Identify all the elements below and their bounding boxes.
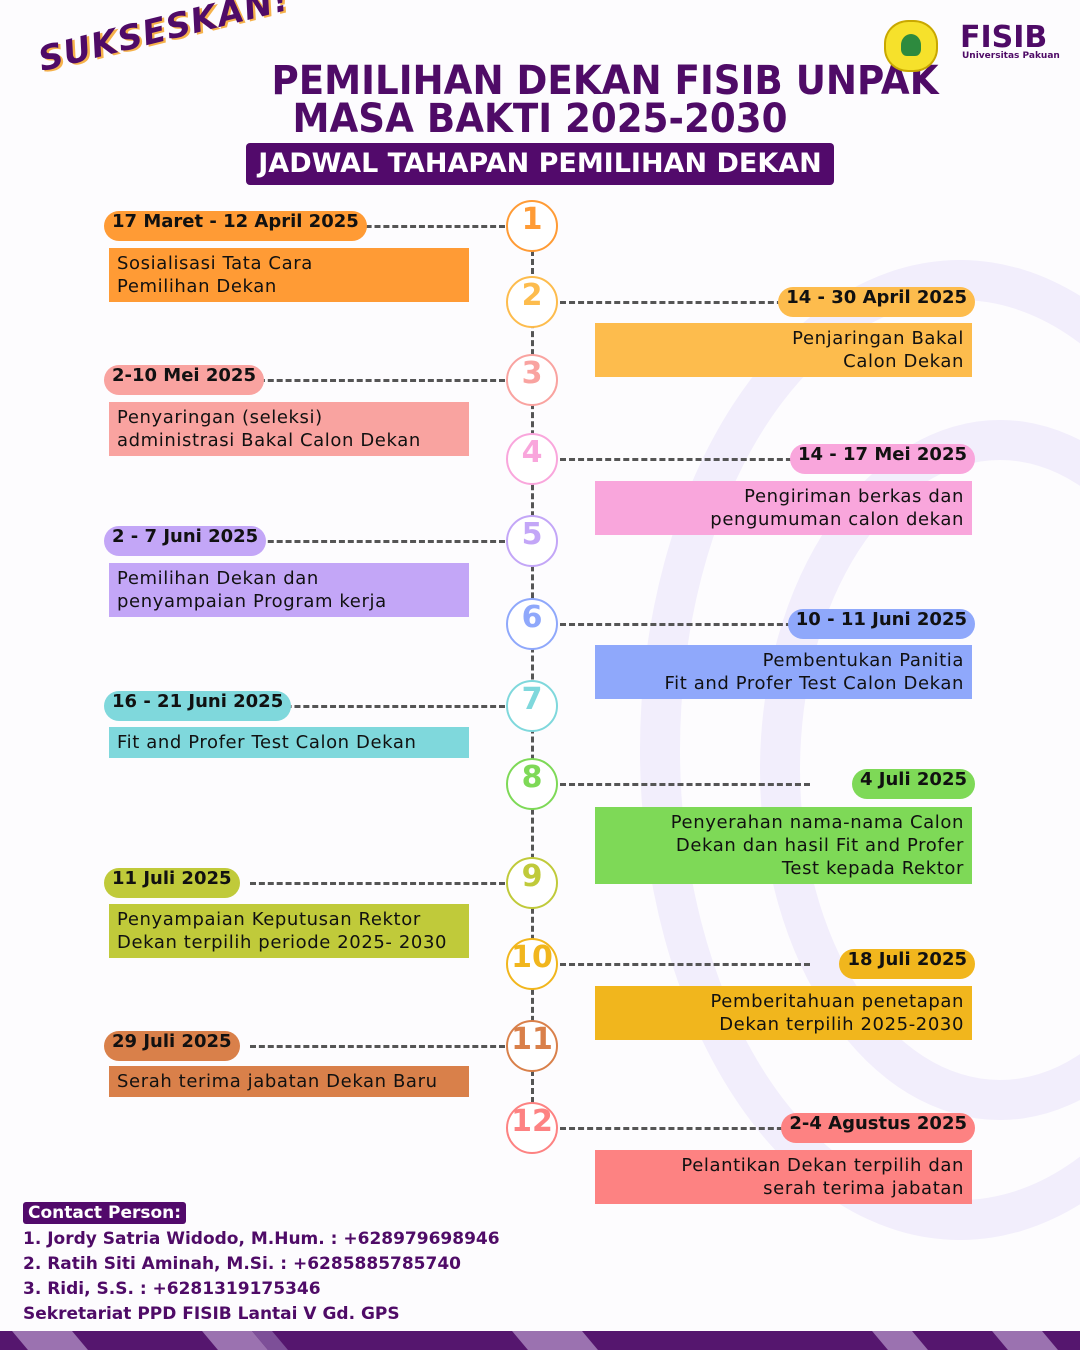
- step-number-circle: 3: [506, 354, 558, 406]
- step-number-circle: 2: [506, 276, 558, 328]
- date-pill: 10 - 11 Juni 2025: [787, 609, 975, 639]
- contact-label: Contact Person:: [23, 1202, 187, 1224]
- step-number-circle: 4: [506, 433, 558, 485]
- step-description: Penyaringan (seleksi) administrasi Bakal…: [109, 402, 469, 456]
- schedule-banner: JADWAL TAHAPAN PEMILIHAN DEKAN: [246, 143, 834, 185]
- connector-line: [250, 225, 505, 228]
- connector-line: [560, 458, 810, 461]
- step-description: Pengiriman berkas dan pengumuman calon d…: [595, 481, 972, 535]
- step-number-circle: 8: [506, 758, 558, 810]
- connector-line: [560, 1127, 810, 1130]
- step-number-circle: 7: [506, 680, 558, 732]
- date-pill: 16 - 21 Juni 2025: [104, 691, 292, 721]
- date-pill: 29 Juli 2025: [104, 1031, 240, 1061]
- step-description: Penyerahan nama-nama Calon Dekan dan has…: [595, 807, 972, 884]
- contact-line: 1. Jordy Satria Widodo, M.Hum. : +628979…: [23, 1229, 500, 1249]
- connector-line: [250, 379, 505, 382]
- step-description: Penjaringan Bakal Calon Dekan: [595, 323, 972, 377]
- step-number-circle: 11: [506, 1020, 558, 1072]
- step-description: Sosialisasi Tata Cara Pemilihan Dekan: [109, 248, 469, 302]
- date-pill: 11 Juli 2025: [104, 868, 240, 898]
- step-description: Pelantikan Dekan terpilih dan serah teri…: [595, 1150, 972, 1204]
- step-number-circle: 9: [506, 857, 558, 909]
- step-description: Fit and Profer Test Calon Dekan: [109, 727, 469, 758]
- step-number-circle: 10: [506, 938, 558, 990]
- connector-line: [250, 540, 505, 543]
- connector-line: [560, 963, 810, 966]
- connector-line: [250, 882, 505, 885]
- contact-line: 3. Ridi, S.S. : +6281319175346: [23, 1279, 321, 1299]
- contact-address: Sekretariat PPD FISIB Lantai V Gd. GPS: [23, 1304, 400, 1324]
- date-pill: 17 Maret - 12 April 2025: [104, 211, 367, 241]
- connector-line: [250, 705, 505, 708]
- step-number-circle: 1: [506, 200, 558, 252]
- date-pill: 2 - 7 Juni 2025: [104, 526, 267, 556]
- footer-stripe: [0, 1331, 1080, 1350]
- step-description: Pemilihan Dekan dan penyampaian Program …: [109, 563, 469, 617]
- step-number-circle: 5: [506, 515, 558, 567]
- step-number-circle: 12: [506, 1102, 558, 1154]
- step-description: Serah terima jabatan Dekan Baru: [109, 1066, 469, 1097]
- fisib-logo: FISIB: [960, 20, 1048, 55]
- date-pill: 14 - 30 April 2025: [778, 287, 975, 317]
- university-seal-logo: [884, 20, 938, 72]
- page-subtitle: MASA BAKTI 2025-2030: [292, 96, 788, 142]
- date-pill: 2-4 Agustus 2025: [781, 1113, 975, 1143]
- page-title: PEMILIHAN DEKAN FISIB UNPAK: [271, 58, 939, 104]
- fisib-logo-subtext: Universitas Pakuan: [962, 51, 1060, 61]
- step-description: Penyampaian Keputusan Rektor Dekan terpi…: [109, 904, 469, 958]
- date-pill: 2-10 Mei 2025: [104, 365, 264, 395]
- date-pill: 14 - 17 Mei 2025: [789, 444, 975, 474]
- connector-line: [560, 301, 810, 304]
- date-pill: 18 Juli 2025: [839, 949, 975, 979]
- connector-line: [560, 783, 810, 786]
- connector-line: [560, 623, 810, 626]
- step-description: Pemberitahuan penetapan Dekan terpilih 2…: [595, 986, 972, 1040]
- date-pill: 4 Juli 2025: [851, 769, 975, 799]
- step-number-circle: 6: [506, 598, 558, 650]
- step-description: Pembentukan Panitia Fit and Profer Test …: [595, 645, 972, 699]
- connector-line: [250, 1045, 505, 1048]
- contact-line: 2. Ratih Siti Aminah, M.Si. : +628588578…: [23, 1254, 461, 1274]
